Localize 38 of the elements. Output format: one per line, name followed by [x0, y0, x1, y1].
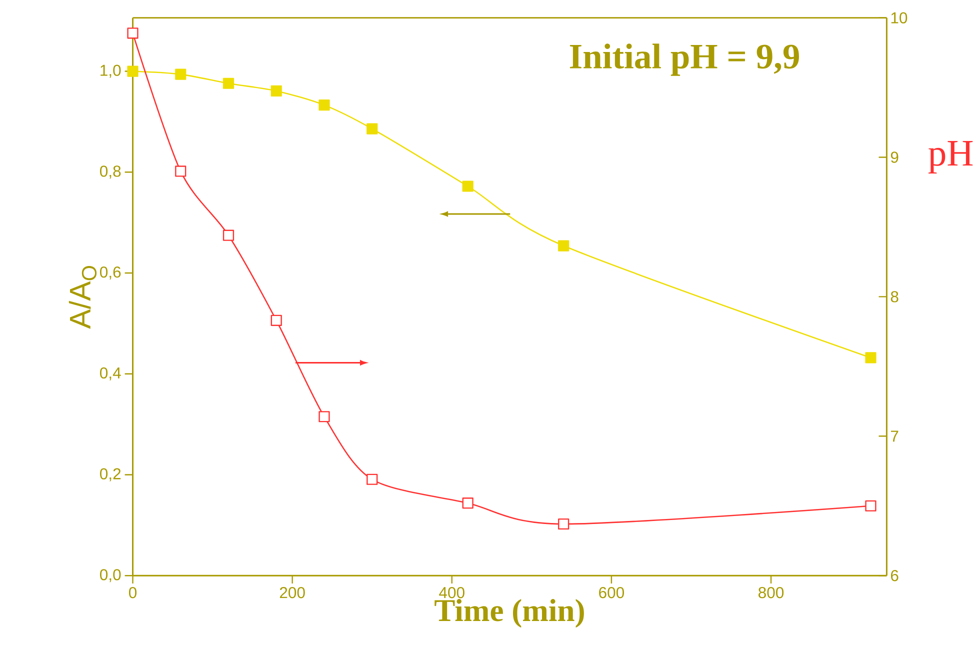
point	[127, 28, 138, 39]
point	[175, 166, 186, 177]
point	[558, 240, 570, 252]
point	[462, 498, 474, 509]
point	[270, 314, 282, 326]
y-tick-label: 0,8	[100, 166, 121, 179]
x-tick-label: 600	[599, 587, 624, 598]
point	[175, 68, 186, 80]
x-tick-label: 800	[758, 587, 784, 598]
point	[558, 518, 570, 530]
y2-tick-label: 6	[890, 570, 898, 582]
point	[127, 66, 138, 77]
y-tick-label: 1,0	[100, 64, 121, 78]
y2-axis-title: pH	[928, 141, 973, 174]
x-tick-label: 400	[439, 587, 464, 598]
point	[318, 100, 330, 111]
point	[270, 86, 282, 97]
y2-tick-label: 7	[890, 430, 898, 442]
point	[865, 352, 876, 364]
x-tick-label: 200	[280, 587, 305, 598]
y-tick-label: 0,0	[100, 569, 121, 582]
y2-tick-label: 8	[890, 291, 898, 302]
point	[222, 230, 234, 242]
y-tick-label: 0,6	[100, 266, 121, 280]
y2-tick-label: 10	[891, 12, 908, 24]
y-tick-label: 0,4	[100, 367, 121, 380]
point	[865, 500, 876, 512]
x-tick-label: 0	[128, 587, 137, 598]
y-axis-title: A/A$_{O}$	[68, 266, 97, 329]
annotation: Initial pH = 9,9	[570, 44, 799, 76]
point	[222, 78, 234, 90]
point	[366, 123, 378, 134]
point	[462, 180, 474, 192]
y2-tick-label: 9	[890, 152, 898, 163]
y-tick-label: 0,2	[100, 468, 121, 482]
point	[366, 474, 378, 486]
point	[318, 411, 330, 422]
x-axis-title: Time (min)	[434, 599, 584, 628]
